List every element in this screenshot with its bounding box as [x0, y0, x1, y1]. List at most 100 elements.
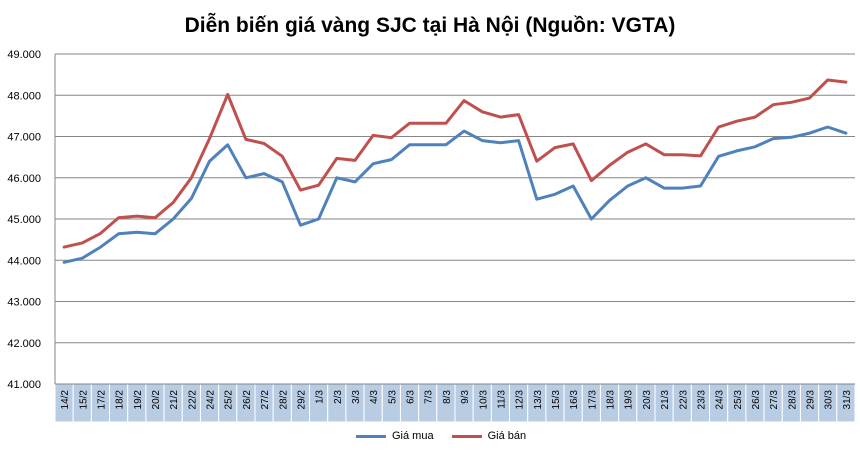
x-tick-label: 27/3	[769, 390, 780, 410]
data-point	[554, 193, 557, 196]
data-point	[608, 199, 611, 202]
data-point	[754, 116, 757, 119]
x-tick-label: 24/2	[206, 390, 217, 410]
data-point	[63, 246, 66, 249]
data-point	[117, 232, 120, 235]
x-tick-label: 20/3	[642, 390, 653, 410]
data-point	[335, 157, 338, 160]
legend-label-gia-ban: Giá bán	[487, 430, 527, 442]
x-tick-label: 25/3	[733, 390, 744, 410]
data-point	[172, 201, 175, 204]
data-point	[772, 103, 775, 106]
data-point	[408, 143, 411, 146]
data-point	[790, 101, 793, 104]
data-point	[699, 185, 702, 188]
data-point	[226, 143, 229, 146]
data-point	[608, 164, 611, 167]
data-point	[735, 120, 738, 123]
data-point	[644, 176, 647, 179]
x-tick-label: 31/3	[842, 390, 853, 410]
x-tick-label: 21/2	[169, 390, 180, 410]
data-point	[63, 261, 66, 264]
x-tick-label: 7/3	[424, 390, 435, 404]
data-point	[335, 176, 338, 179]
series-line-1	[62, 78, 848, 249]
data-point	[717, 126, 720, 129]
data-point	[154, 216, 157, 219]
x-tick-label: 4/3	[369, 390, 380, 404]
data-point	[772, 137, 775, 140]
x-tick-label: 28/2	[278, 390, 289, 410]
x-tick-label: 6/3	[406, 390, 417, 404]
y-tick-label: 47.000	[7, 132, 41, 144]
x-tick-label: 10/3	[478, 390, 489, 410]
data-point	[644, 142, 647, 145]
data-point	[317, 218, 320, 221]
data-point	[244, 176, 247, 179]
data-point	[808, 132, 811, 135]
data-point	[135, 231, 138, 234]
data-point	[263, 142, 266, 145]
data-point	[463, 99, 466, 102]
data-point	[263, 172, 266, 175]
data-point	[826, 78, 829, 81]
x-tick-label: 3/3	[351, 390, 362, 404]
data-point	[99, 246, 102, 249]
legend-swatch-gia-mua	[356, 434, 386, 438]
x-tick-label: 13/3	[533, 390, 544, 410]
x-tick-label: 17/2	[96, 390, 107, 410]
data-point	[663, 153, 666, 156]
data-point	[626, 185, 629, 188]
data-point	[554, 146, 557, 149]
data-point	[826, 126, 829, 129]
x-tick-label: 18/2	[115, 390, 126, 410]
data-point	[208, 137, 211, 140]
data-point	[299, 224, 302, 227]
x-tick-label: 17/3	[587, 390, 598, 410]
data-point	[517, 113, 520, 116]
x-tick-label: 19/3	[624, 390, 635, 410]
data-point	[299, 189, 302, 192]
data-point	[226, 93, 229, 96]
data-point	[535, 160, 538, 163]
y-tick-label: 48.000	[7, 90, 41, 102]
data-point	[190, 197, 193, 200]
y-tick-label: 44.000	[7, 255, 41, 267]
data-point	[717, 155, 720, 158]
y-tick-label: 45.000	[7, 214, 41, 226]
data-point	[135, 215, 138, 218]
data-point	[426, 122, 429, 125]
data-point	[463, 130, 466, 133]
series-lines	[62, 78, 848, 264]
x-tick-label: 19/2	[133, 390, 144, 410]
legend-item-gia-mua: Giá mua	[356, 430, 434, 442]
x-tick-label: 14/2	[60, 390, 71, 410]
x-tick-labels: 14/2 15/2 17/2 18/2 19/2 20/2 21/2 22/2 24/2 25/2…	[60, 390, 853, 410]
data-point	[535, 198, 538, 201]
data-point	[354, 180, 357, 183]
y-tick-label: 42.000	[7, 338, 41, 350]
data-point	[444, 122, 447, 125]
data-point	[844, 81, 847, 84]
data-point	[154, 232, 157, 235]
data-point	[190, 176, 193, 179]
y-tick-label: 46.000	[7, 173, 41, 185]
data-point	[590, 218, 593, 221]
legend-swatch-gia-ban	[451, 434, 482, 438]
y-tick-labels: 41.000 42.000 43.000 44.000 45.000 46.000 47.0…	[7, 49, 41, 391]
x-tick-label: 29/3	[806, 390, 817, 410]
data-point	[354, 159, 357, 162]
data-point	[572, 185, 575, 188]
x-tick-label: 5/3	[387, 390, 398, 404]
x-tick-label: 20/2	[151, 390, 162, 410]
data-point	[408, 122, 411, 125]
data-point	[790, 136, 793, 139]
data-point	[663, 187, 666, 190]
x-tick-label: 21/3	[660, 390, 671, 410]
x-tick-label: 23/3	[696, 390, 707, 410]
y-tick-label: 43.000	[7, 297, 41, 309]
x-axis-band	[54, 383, 856, 423]
data-point	[244, 138, 247, 141]
x-tick-label: 22/3	[678, 390, 689, 410]
data-point	[281, 155, 284, 158]
